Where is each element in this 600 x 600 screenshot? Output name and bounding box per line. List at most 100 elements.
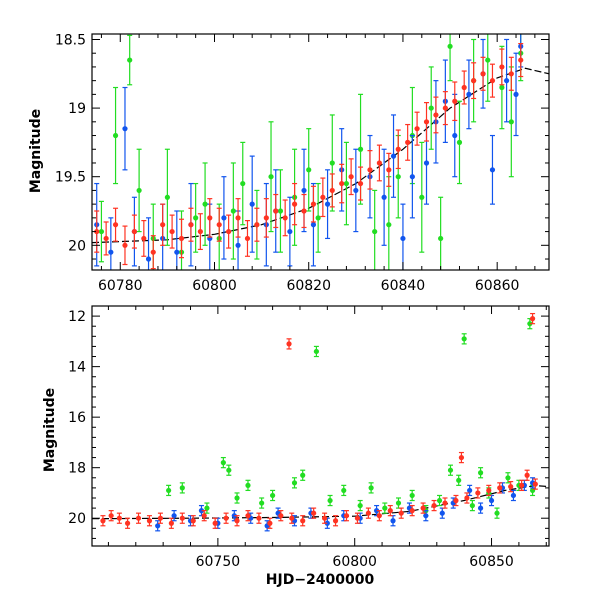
data-point (100, 518, 106, 524)
data-point (497, 485, 503, 491)
data-point (386, 222, 392, 228)
y-tick-label: 18 (68, 461, 86, 477)
data-point (245, 513, 251, 519)
data-point (456, 139, 463, 145)
data-point (136, 187, 142, 194)
data-point (510, 492, 517, 499)
data-point (300, 518, 306, 524)
data-point (423, 119, 430, 125)
data-point (313, 348, 319, 355)
data-point (428, 105, 434, 111)
data-point (103, 235, 109, 242)
data-point (442, 500, 448, 506)
x-tick-label: 60860 (475, 278, 520, 294)
data-point (190, 518, 196, 524)
data-point (235, 215, 241, 221)
data-point (202, 201, 208, 207)
data-point (329, 160, 335, 166)
data-point (289, 515, 295, 521)
x-tick-label: 60780 (98, 278, 143, 294)
data-point (464, 495, 470, 501)
data-point (197, 228, 203, 235)
data-point (329, 187, 335, 194)
bottom-y-axis-title: Magnitude (42, 388, 58, 472)
data-point (357, 146, 364, 152)
data-point (452, 98, 458, 104)
data-point (431, 502, 437, 509)
series-0 (166, 318, 536, 519)
top-panel-zoomed-light-curve: 60780 60800 60820 60840 60860 18.5 19 19.5 20 (55, 32, 550, 294)
data-point (235, 242, 241, 248)
data-point (354, 515, 361, 521)
x-tick-label: 60820 (286, 278, 331, 294)
data-point (409, 492, 415, 499)
data-point (108, 249, 114, 255)
y-tick-label: 14 (68, 360, 86, 376)
y-tick-label: 12 (68, 309, 86, 325)
data-point (179, 515, 185, 521)
data-point (390, 518, 396, 524)
data-point (198, 508, 205, 514)
data-point (532, 481, 538, 487)
data-point (231, 513, 237, 519)
data-point (343, 180, 350, 187)
data-point (477, 470, 484, 476)
data-point (320, 194, 326, 200)
data-point (131, 228, 138, 235)
data-point (452, 132, 458, 139)
y-tick-label: 18.5 (55, 32, 86, 48)
data-point (475, 490, 481, 496)
data-point (485, 57, 491, 63)
data-point (169, 228, 175, 235)
data-point (461, 336, 467, 342)
data-point (122, 126, 128, 132)
data-point (112, 132, 119, 139)
data-point (353, 187, 359, 194)
data-point (420, 505, 426, 511)
plot-frame (91, 305, 550, 547)
x-tick-label: 60800 (192, 278, 237, 294)
data-point (341, 487, 347, 494)
data-point (108, 513, 114, 519)
data-point (188, 222, 194, 228)
data-point (268, 174, 274, 180)
data-point (157, 515, 164, 521)
data-point (499, 64, 505, 70)
bottom-panel-full-light-curve: 60750 60800 60850 12 14 16 18 20 (68, 305, 550, 570)
data-point (423, 513, 429, 519)
data-point (327, 497, 333, 504)
data-point (489, 167, 496, 173)
data-point (291, 201, 298, 207)
data-point (508, 71, 514, 77)
data-point (310, 222, 317, 228)
data-point (466, 91, 472, 97)
data-point (166, 487, 172, 494)
x-axis-title: HJD−2400000 (266, 572, 375, 588)
data-point (263, 215, 269, 221)
data-point (267, 520, 273, 526)
data-point (324, 201, 331, 207)
data-point (400, 235, 406, 242)
plot-frame (91, 33, 550, 271)
data-point (447, 43, 453, 49)
data-point (240, 180, 246, 187)
data-point (174, 249, 180, 255)
x-tick-label: 60800 (332, 554, 377, 570)
y-tick-label: 16 (68, 410, 86, 426)
data-point (486, 487, 492, 494)
data-point (127, 57, 133, 63)
data-point (357, 180, 364, 187)
data-point (469, 502, 475, 509)
data-point (332, 518, 339, 524)
data-point (291, 480, 298, 486)
data-point (433, 112, 439, 118)
data-point (226, 228, 232, 235)
data-point (306, 167, 312, 173)
data-point (398, 510, 404, 516)
data-point (287, 228, 293, 235)
data-point (489, 78, 496, 84)
top-y-axis-title: Magnitude (28, 109, 44, 193)
data-point (414, 126, 420, 132)
data-point (447, 467, 454, 473)
data-point (480, 71, 486, 77)
